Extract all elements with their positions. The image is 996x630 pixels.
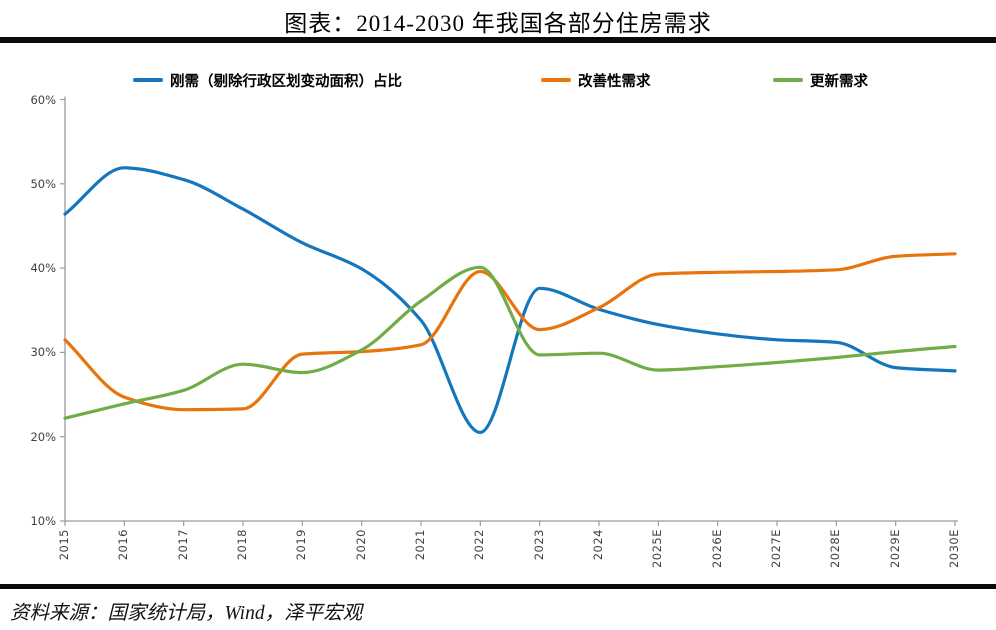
rigid-demand-line bbox=[63, 166, 957, 435]
x-axis-label: 2026E bbox=[709, 529, 724, 569]
x-axis-label: 2020 bbox=[353, 529, 368, 561]
y-axis-label: 20% bbox=[30, 429, 56, 444]
chart-title: 图表：2014-2030 年我国各部分住房需求 bbox=[284, 11, 712, 36]
x-axis-label: 2028E bbox=[828, 529, 843, 569]
y-axis-label: 40% bbox=[30, 261, 56, 276]
legend-item-improvement-demand: 改善性需求 bbox=[541, 70, 651, 90]
x-axis-label: 2016 bbox=[116, 529, 131, 561]
x-axis-label: 2025E bbox=[650, 529, 665, 569]
x-axis-label: 2021 bbox=[413, 529, 427, 561]
x-axis-label: 2029E bbox=[887, 529, 902, 569]
legend-label-rigid-demand: 刚需（剔除行政区划变动面积）占比 bbox=[170, 73, 402, 90]
y-axis-label: 30% bbox=[30, 345, 56, 360]
x-axis-label: 2015 bbox=[57, 529, 71, 561]
x-axis-label: 2017 bbox=[175, 529, 190, 561]
x-axis-label: 2023 bbox=[531, 529, 546, 561]
x-axis-label: 2022 bbox=[472, 529, 487, 561]
y-axis-label: 50% bbox=[30, 176, 56, 191]
renewal-demand-line-icon bbox=[773, 78, 803, 82]
legend-label-improvement-demand: 改善性需求 bbox=[578, 73, 651, 90]
legend-label-renewal-demand: 更新需求 bbox=[810, 73, 868, 90]
improvement-demand-line-icon bbox=[541, 78, 571, 82]
x-axis-label: 2019 bbox=[294, 529, 309, 561]
x-axis-label: 2030E bbox=[947, 529, 961, 569]
x-axis-label: 2018 bbox=[235, 529, 249, 561]
source-note: 资料来源：国家统计局，Wind，泽平宏观 bbox=[10, 603, 363, 624]
legend-item-renewal-demand: 更新需求 bbox=[773, 70, 868, 90]
title-divider bbox=[0, 37, 996, 43]
rigid-demand-line-icon bbox=[133, 78, 163, 82]
x-axis-label: 2024 bbox=[591, 529, 605, 561]
legend-item-rigid-demand: 刚需（剔除行政区划变动面积）占比 bbox=[133, 70, 402, 90]
renewal-demand-line bbox=[63, 265, 957, 420]
x-axis-label: 2027E bbox=[769, 529, 783, 569]
footer-divider bbox=[0, 584, 996, 589]
y-axis-label: 60% bbox=[30, 92, 56, 107]
improvement-demand-line bbox=[63, 252, 957, 412]
y-axis-label: 10% bbox=[30, 514, 56, 528]
